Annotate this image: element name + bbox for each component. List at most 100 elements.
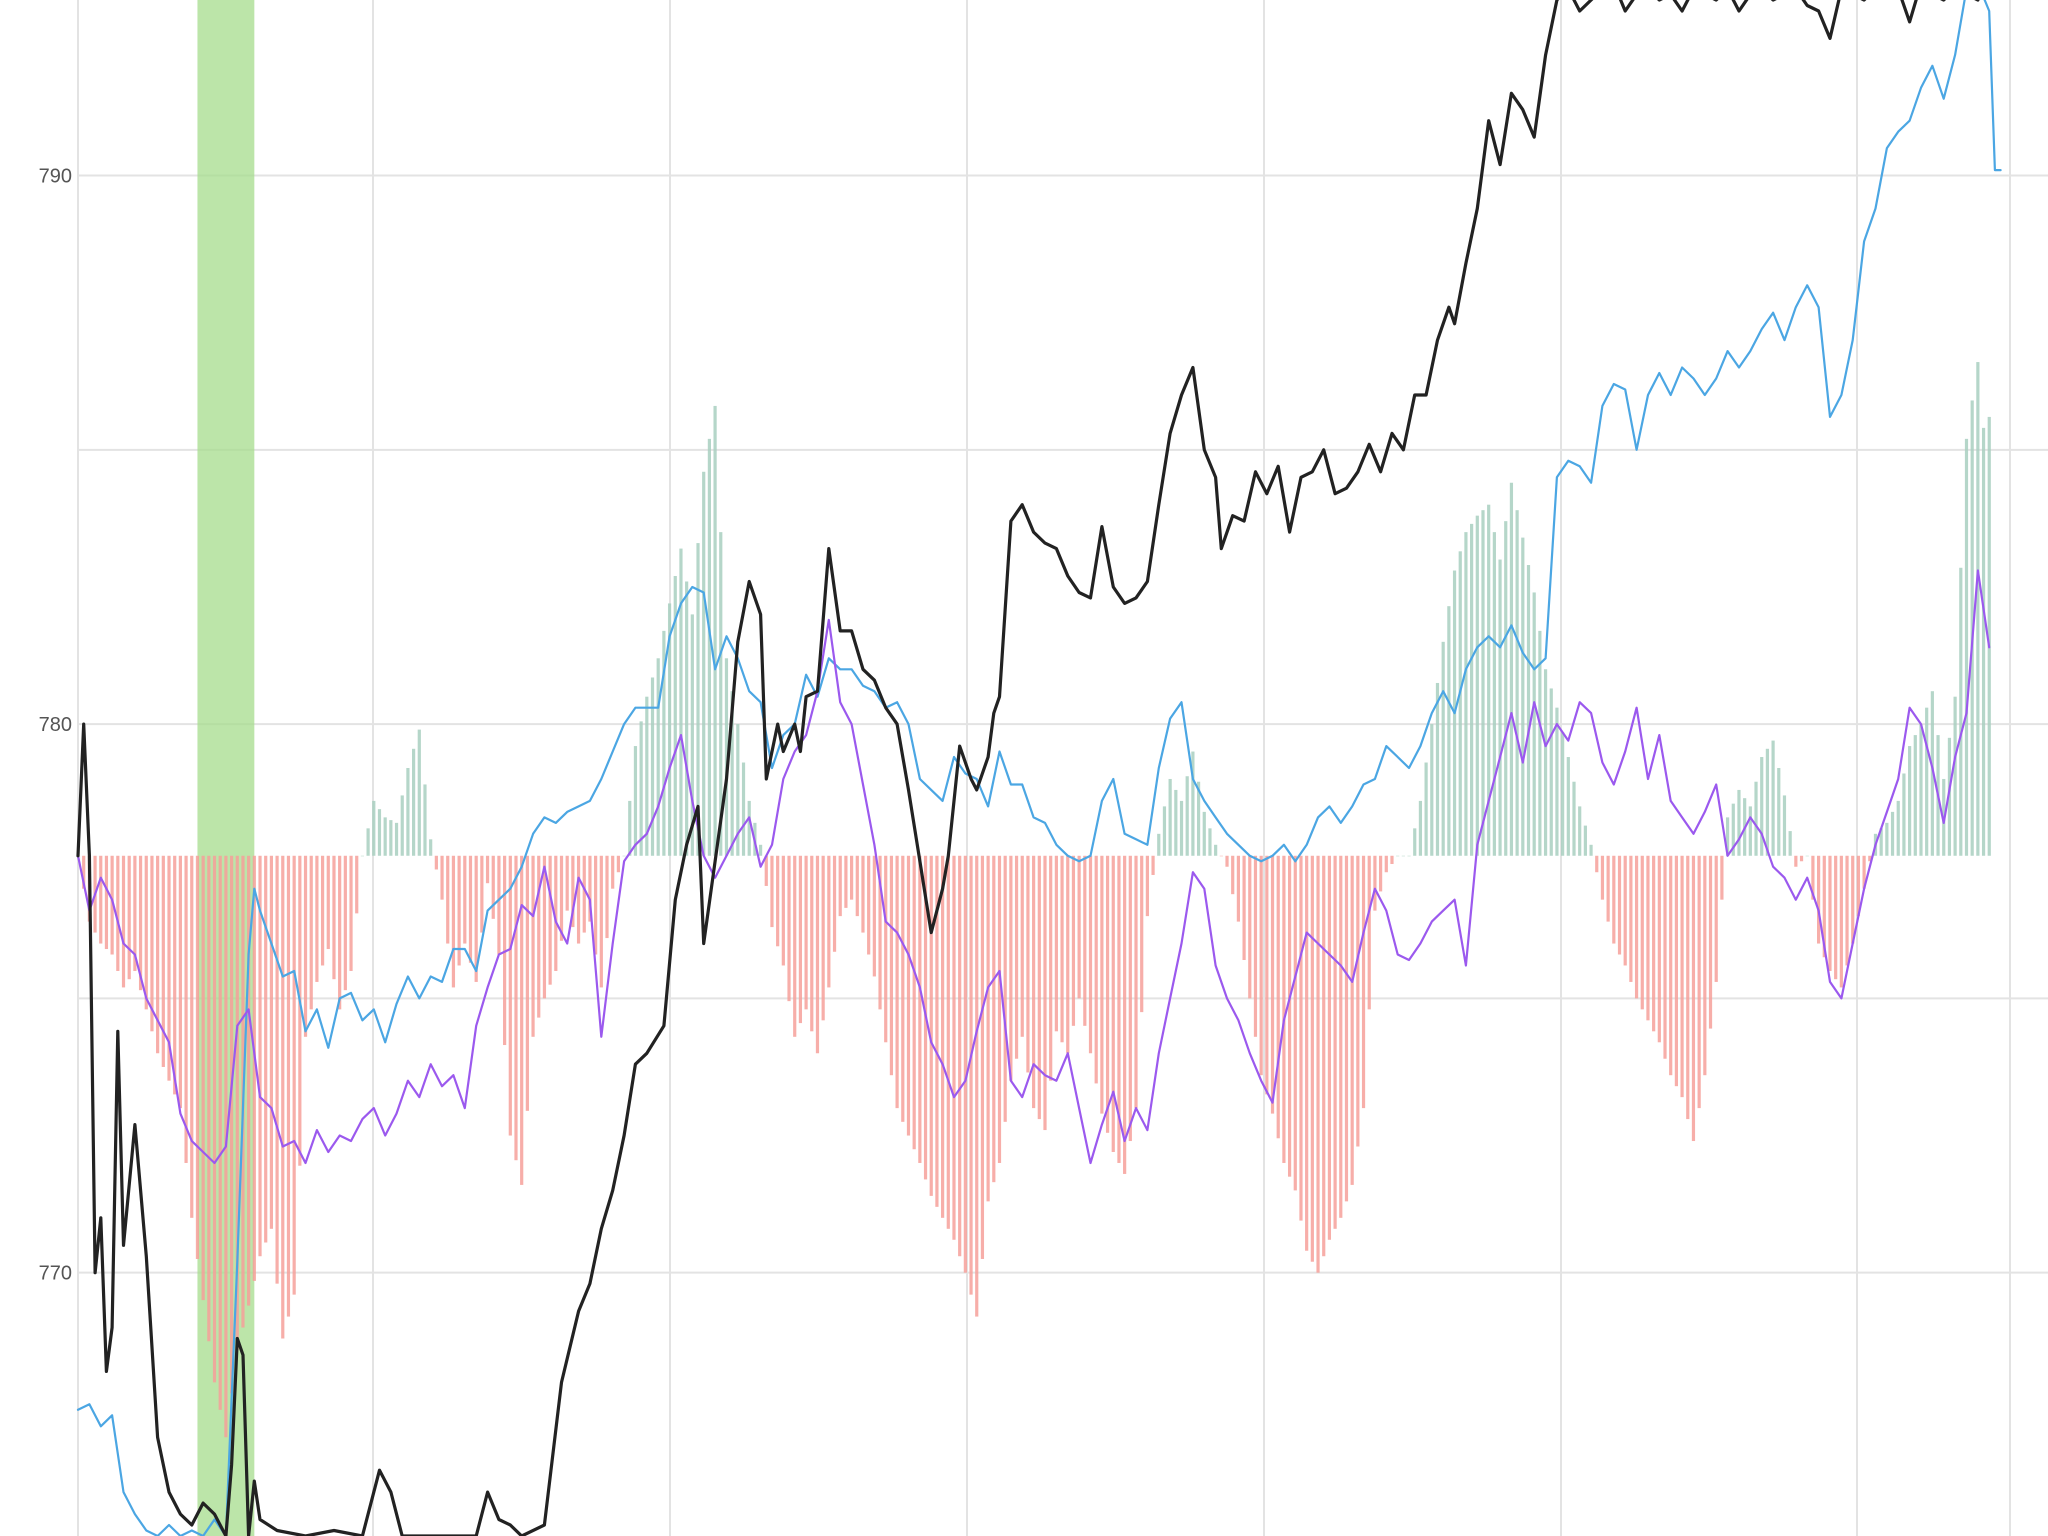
histogram-bar: [679, 548, 683, 856]
histogram-bar: [195, 855, 200, 1259]
histogram-bar: [133, 855, 137, 971]
histogram-bar: [565, 855, 569, 911]
histogram-bar: [1088, 855, 1093, 1054]
histogram-bar: [1794, 855, 1798, 867]
histogram-bar: [1071, 855, 1076, 1026]
histogram-bar: [389, 820, 393, 856]
histogram-bar: [355, 855, 359, 914]
histogram-bar: [1521, 537, 1525, 856]
histogram-bar: [1623, 855, 1627, 966]
histogram-bar: [178, 855, 182, 1109]
histogram-bar: [1953, 696, 1957, 856]
histogram-bar: [1720, 855, 1724, 900]
histogram-bar: [958, 855, 962, 1257]
histogram-bar: [463, 855, 467, 944]
histogram-bar: [1532, 592, 1536, 856]
histogram-bar: [1964, 438, 1969, 856]
histogram-bar: [656, 658, 660, 856]
histogram-bar: [1066, 855, 1070, 1054]
histogram-bar: [747, 800, 751, 856]
histogram-bar: [1913, 735, 1917, 856]
histogram-bar: [423, 784, 427, 856]
histogram-bar: [650, 677, 655, 856]
histogram-bar: [343, 855, 347, 991]
histogram-bar: [633, 746, 638, 856]
histogram-bar: [787, 855, 791, 1002]
histogram-bar: [1811, 855, 1815, 900]
histogram-bar: [798, 855, 803, 1024]
histogram-bar: [776, 855, 780, 947]
histogram-bar: [1009, 855, 1013, 1081]
histogram-bar: [582, 855, 586, 933]
histogram-bar: [1145, 855, 1149, 917]
histogram-bar: [639, 721, 643, 856]
histogram-bar: [144, 855, 148, 1010]
histogram-bar: [895, 855, 899, 1109]
histogram-bar: [150, 855, 154, 1032]
histogram-bar: [1032, 855, 1036, 1109]
histogram-bar: [1401, 855, 1405, 857]
histogram-bar: [1470, 523, 1474, 856]
histogram-bar: [372, 800, 376, 856]
histogram-bar: [781, 855, 785, 966]
histogram-bar: [1413, 828, 1417, 856]
histogram-bar: [1578, 806, 1582, 856]
histogram-bar: [1754, 781, 1758, 856]
histogram-bar: [1669, 855, 1673, 1076]
histogram-bar: [1600, 855, 1605, 900]
histogram-bar: [1435, 682, 1440, 856]
histogram-bar: [1316, 855, 1320, 1273]
histogram-bar: [1384, 855, 1388, 873]
histogram-bar: [605, 855, 609, 939]
histogram-bar: [673, 576, 677, 856]
histogram-bar: [1037, 855, 1041, 1120]
histogram-bar: [588, 855, 592, 922]
histogram-bar: [1276, 855, 1280, 1139]
histogram-bar: [1111, 855, 1115, 1152]
histogram-bar: [1498, 559, 1502, 856]
histogram-bar: [616, 855, 620, 873]
histogram-bar: [1566, 757, 1570, 856]
histogram-bar: [161, 855, 165, 1067]
histogram-bar: [1771, 740, 1775, 856]
histogram-bar: [1748, 806, 1752, 856]
histogram-bar: [1902, 773, 1906, 856]
histogram-bar: [1703, 855, 1707, 1076]
histogram-bars: [76, 362, 1991, 1438]
histogram-bar: [1663, 855, 1667, 1059]
histogram-bar: [1862, 855, 1866, 889]
histogram-bar: [1447, 606, 1451, 856]
histogram-bar: [286, 855, 291, 1317]
histogram-bar: [952, 855, 956, 1240]
histogram-bar: [1652, 855, 1656, 1032]
histogram-bar: [1310, 855, 1314, 1262]
histogram-bar: [1487, 504, 1491, 856]
histogram-bar: [429, 839, 433, 856]
histogram-bar: [696, 543, 700, 856]
histogram-bar: [1851, 855, 1855, 944]
histogram-bar: [1737, 789, 1741, 856]
histogram-bar: [1555, 707, 1559, 856]
histogram-bar: [935, 855, 939, 1207]
histogram-bar: [850, 855, 854, 900]
histogram-bar: [542, 855, 547, 999]
histogram-bar: [1777, 768, 1781, 856]
histogram-bar: [1083, 855, 1087, 1026]
histogram-bar: [1236, 855, 1240, 922]
histogram-bar: [758, 844, 763, 856]
histogram-bar: [1322, 855, 1326, 1257]
histogram-bar: [702, 471, 706, 856]
histogram-bar: [503, 855, 507, 1046]
histogram-bar: [918, 855, 922, 1163]
histogram-bar: [1407, 855, 1411, 857]
histogram-bar: [1731, 803, 1735, 856]
histogram-bar: [1930, 691, 1934, 856]
histogram-bar: [1725, 817, 1730, 856]
histogram-bar: [628, 800, 632, 856]
histogram-bar: [349, 855, 353, 971]
histogram-bar: [1396, 855, 1400, 857]
histogram-bar: [986, 855, 990, 1202]
histogram-bar: [394, 822, 399, 856]
histogram-bar: [884, 855, 888, 1043]
histogram-bar: [1128, 855, 1132, 1142]
